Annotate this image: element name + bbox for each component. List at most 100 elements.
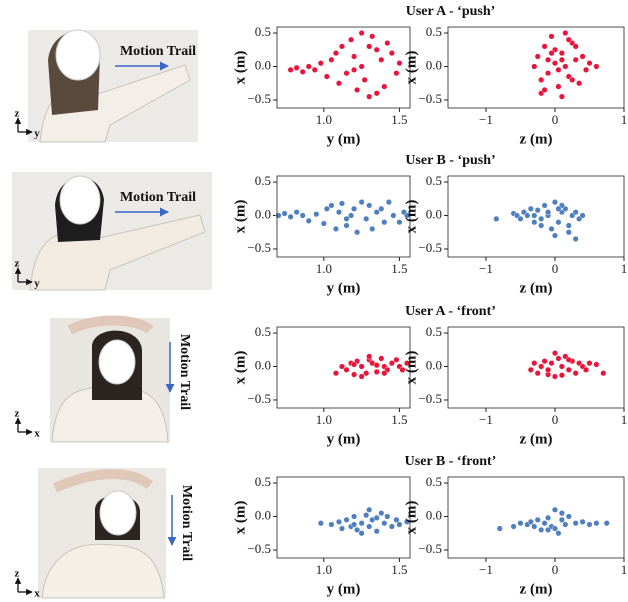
x-tick-label: 1.0 — [316, 562, 332, 577]
point — [306, 218, 312, 224]
point — [528, 206, 534, 212]
point — [374, 362, 380, 368]
point — [583, 67, 589, 73]
y-tick-label: −0.5 — [418, 541, 442, 556]
point — [549, 34, 555, 40]
point — [354, 229, 360, 235]
point — [531, 360, 537, 366]
point — [576, 80, 582, 86]
point — [333, 226, 339, 232]
point — [528, 519, 534, 525]
point — [389, 524, 395, 530]
x-axis-label: y (m) — [327, 431, 361, 447]
x-tick-label: 0 — [552, 412, 559, 427]
point — [366, 94, 372, 100]
y-tick-label: 0.0 — [426, 507, 442, 522]
point — [559, 517, 565, 523]
point — [542, 87, 548, 93]
chart-title: User B - ‘push’ — [405, 153, 495, 168]
point — [580, 54, 586, 60]
point — [545, 209, 551, 215]
y-tick-label: 0.5 — [426, 24, 442, 39]
point — [329, 203, 335, 209]
y-tick-label: −0.5 — [418, 91, 442, 106]
point — [552, 60, 558, 66]
point — [363, 216, 369, 222]
glyph-label: z — [15, 258, 20, 270]
point — [374, 515, 380, 521]
y-tick-label: −0.5 — [247, 240, 271, 255]
y-tick-label: 0.5 — [255, 173, 271, 188]
x-axis-label: y (m) — [327, 280, 361, 296]
point — [566, 223, 572, 229]
point — [382, 370, 388, 376]
point — [366, 44, 372, 50]
point — [559, 57, 565, 63]
point — [573, 209, 579, 215]
point — [566, 514, 572, 520]
scatter-chart: −101−0.50.00.5z (m)x (m) — [403, 474, 627, 597]
point — [354, 87, 360, 93]
x-tick-label: 0 — [552, 562, 559, 577]
x-tick-label: 1.0 — [316, 412, 332, 427]
x-tick-label: 1 — [621, 112, 628, 127]
point — [351, 372, 357, 378]
point — [366, 203, 372, 209]
point — [556, 84, 562, 90]
point — [329, 522, 335, 528]
x-tick-label: 1.5 — [391, 261, 407, 276]
point — [563, 64, 569, 70]
plot-frame — [277, 176, 410, 257]
point — [531, 213, 537, 219]
x-axis-label: y (m) — [327, 581, 361, 597]
x-tick-label: 1.0 — [316, 112, 332, 127]
point — [549, 360, 555, 366]
point — [386, 199, 392, 205]
point — [344, 216, 350, 222]
point — [559, 372, 565, 378]
point — [389, 50, 395, 56]
y-axis-label: x (m) — [232, 351, 248, 385]
point — [594, 520, 600, 526]
point — [378, 356, 384, 362]
point — [339, 44, 345, 50]
x-tick-label: 0 — [552, 261, 559, 276]
photo-panel: Motion Trail — [28, 30, 198, 142]
y-tick-label: 0.5 — [426, 173, 442, 188]
point — [556, 356, 562, 362]
y-tick-label: 0.0 — [426, 57, 442, 72]
point — [363, 512, 369, 518]
x-tick-label: −1 — [479, 112, 493, 127]
point — [348, 37, 354, 43]
point — [397, 219, 403, 225]
point — [545, 57, 551, 63]
photo-panel: Motion Trail — [50, 318, 192, 442]
point — [556, 530, 562, 536]
point — [339, 201, 345, 207]
point — [563, 30, 569, 36]
point — [324, 74, 330, 80]
point — [359, 64, 365, 70]
point — [369, 34, 375, 40]
point — [382, 84, 388, 90]
point — [566, 229, 572, 235]
y-tick-label: 0.0 — [255, 357, 271, 372]
x-tick-label: 1 — [621, 261, 628, 276]
point — [538, 527, 544, 533]
glyph-label: y — [34, 278, 40, 290]
point — [294, 209, 300, 215]
point — [566, 367, 572, 373]
chart-title: User B - ‘front’ — [405, 454, 497, 469]
point — [518, 520, 524, 526]
point — [339, 526, 345, 532]
point — [300, 69, 306, 75]
point — [344, 517, 350, 523]
point — [531, 64, 537, 70]
point — [336, 80, 342, 86]
y-tick-label: 0.5 — [255, 474, 271, 489]
point — [587, 522, 593, 528]
motion-trail-label: Motion Trail — [120, 44, 196, 59]
point — [397, 60, 403, 66]
y-axis-label: x (m) — [232, 200, 248, 234]
